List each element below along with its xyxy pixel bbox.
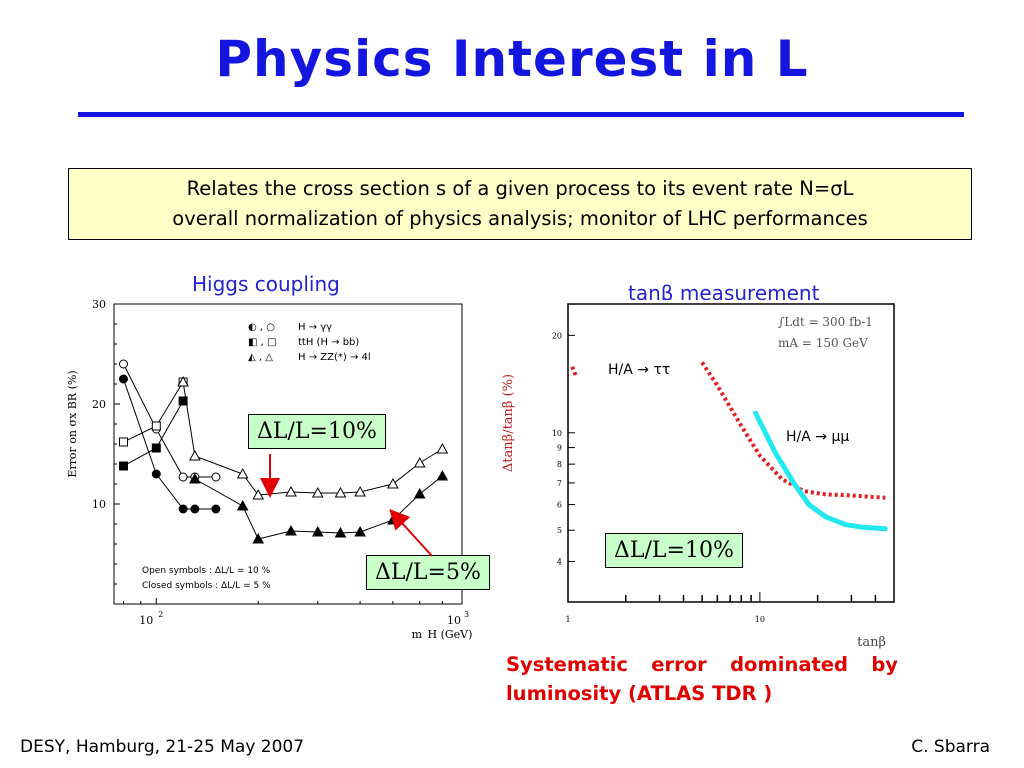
data-point — [436, 442, 449, 454]
series-tautau-fragment — [570, 365, 578, 377]
note-open-symbols: Open symbols : ΔL/L = 10 % — [142, 566, 271, 576]
legend-text: ttH (H → bb) — [298, 337, 359, 348]
x-tick-label: 10 — [755, 615, 765, 624]
x-axis-label: m_H (GeV) — [412, 628, 473, 640]
data-point — [178, 472, 188, 482]
y-axis-label: Error on σx BR (%) — [66, 370, 79, 477]
data-point — [211, 472, 221, 482]
tanbeta-chart: 4 5 6 7 8 9 10 20 1 10 tanβ Δtanβ/tanβ (%) ∫Ldt = 30… — [496, 300, 902, 652]
legend-symbol: ◭ , △ — [248, 352, 273, 363]
y-tick-label: 6 — [557, 501, 562, 510]
series-line — [194, 475, 443, 540]
y-tick-label: 4 — [557, 558, 562, 567]
y-tick-label: 10 — [552, 429, 562, 438]
data-point — [311, 525, 324, 537]
left-plot-title: Higgs coupling — [192, 272, 340, 296]
y-tick-label: 9 — [557, 444, 562, 453]
data-point — [211, 504, 221, 514]
legend-mass: mA = 150 GeV — [778, 336, 868, 350]
data-point — [387, 477, 399, 489]
data-point — [413, 487, 426, 499]
legend-symbol: ◐ , ○ — [248, 322, 275, 333]
y-tick-label: 20 — [92, 398, 106, 411]
callout-5pct: ΔL/L=5% — [366, 555, 490, 590]
data-point — [151, 443, 161, 453]
series-tautau-line — [700, 361, 886, 500]
y-tick-label: 8 — [557, 460, 562, 469]
data-point — [236, 467, 249, 479]
data-point — [436, 469, 449, 481]
data-point — [334, 526, 347, 538]
note-closed-symbols: Closed symbols : ΔL/L = 5 % — [142, 581, 271, 591]
data-point — [118, 359, 128, 369]
callout-10pct-left: ΔL/L=10% — [248, 414, 386, 449]
data-point — [178, 396, 188, 406]
plot-frame — [567, 303, 895, 603]
series-line — [123, 381, 184, 443]
data-point — [236, 499, 249, 511]
data-point — [178, 504, 188, 514]
x-tick-label: 1 — [565, 615, 570, 624]
footer-author: C. Sbarra — [911, 737, 990, 757]
y-tick-label: 10 — [92, 498, 106, 511]
x-tick-label-base: 10 — [447, 614, 461, 627]
series-label-mumu: H/A → μμ — [786, 429, 849, 445]
data-point — [118, 374, 128, 384]
x-tick-label-exp: 3 — [464, 610, 469, 619]
x-axis-label: tanβ — [857, 635, 886, 650]
y-tick-label: 5 — [557, 526, 562, 535]
data-point — [413, 456, 426, 468]
legend-luminosity: ∫Ldt = 300 fb-1 — [778, 315, 873, 329]
data-point — [334, 486, 347, 498]
data-point — [354, 525, 366, 537]
data-point — [354, 485, 366, 497]
data-point — [311, 486, 324, 498]
plot-frame — [113, 303, 463, 605]
summary-box: Relates the cross section s of a given p… — [68, 168, 972, 240]
data-point — [151, 421, 161, 431]
legend-text: H → γγ — [298, 322, 332, 333]
series-line — [123, 378, 216, 510]
data-point — [190, 504, 200, 514]
summary-line-2: overall normalization of physics analysi… — [172, 207, 868, 230]
legend-text: H → ZZ(*) → 4l — [298, 352, 371, 363]
summary-line-1: Relates the cross section s of a given p… — [186, 177, 854, 200]
data-point — [285, 524, 297, 536]
series-label-tautau: H/A → ττ — [608, 362, 670, 378]
data-point — [252, 532, 265, 544]
data-point — [118, 461, 128, 471]
data-point — [189, 472, 201, 484]
data-point — [151, 469, 161, 479]
y-tick-label: 7 — [557, 479, 562, 488]
data-point — [189, 449, 201, 461]
series-line — [123, 400, 184, 467]
x-tick-label-base: 10 — [139, 614, 153, 627]
title-underline — [78, 112, 964, 117]
y-tick-label: 20 — [552, 331, 562, 340]
data-point — [177, 375, 189, 387]
series-mumu-line — [753, 410, 888, 532]
data-point — [285, 485, 297, 497]
y-tick-label: 30 — [92, 298, 106, 311]
legend-symbol: ◧ , □ — [248, 337, 276, 348]
slide-title: Physics Interest in L — [215, 30, 809, 88]
footer-event: DESY, Hamburg, 21-25 May 2007 — [20, 737, 305, 757]
data-point — [118, 437, 128, 447]
systematic-note: Systematic error dominated by luminosity… — [506, 653, 898, 705]
x-tick-label-exp: 2 — [158, 610, 163, 619]
callout-10pct-right: ΔL/L=10% — [605, 533, 743, 568]
y-axis-label: Δtanβ/tanβ (%) — [501, 374, 516, 472]
tanbeta-svg: 4 5 6 7 8 9 10 20 1 10 tanβ Δtanβ/tanβ (%) ∫Ldt = 30… — [501, 303, 895, 650]
